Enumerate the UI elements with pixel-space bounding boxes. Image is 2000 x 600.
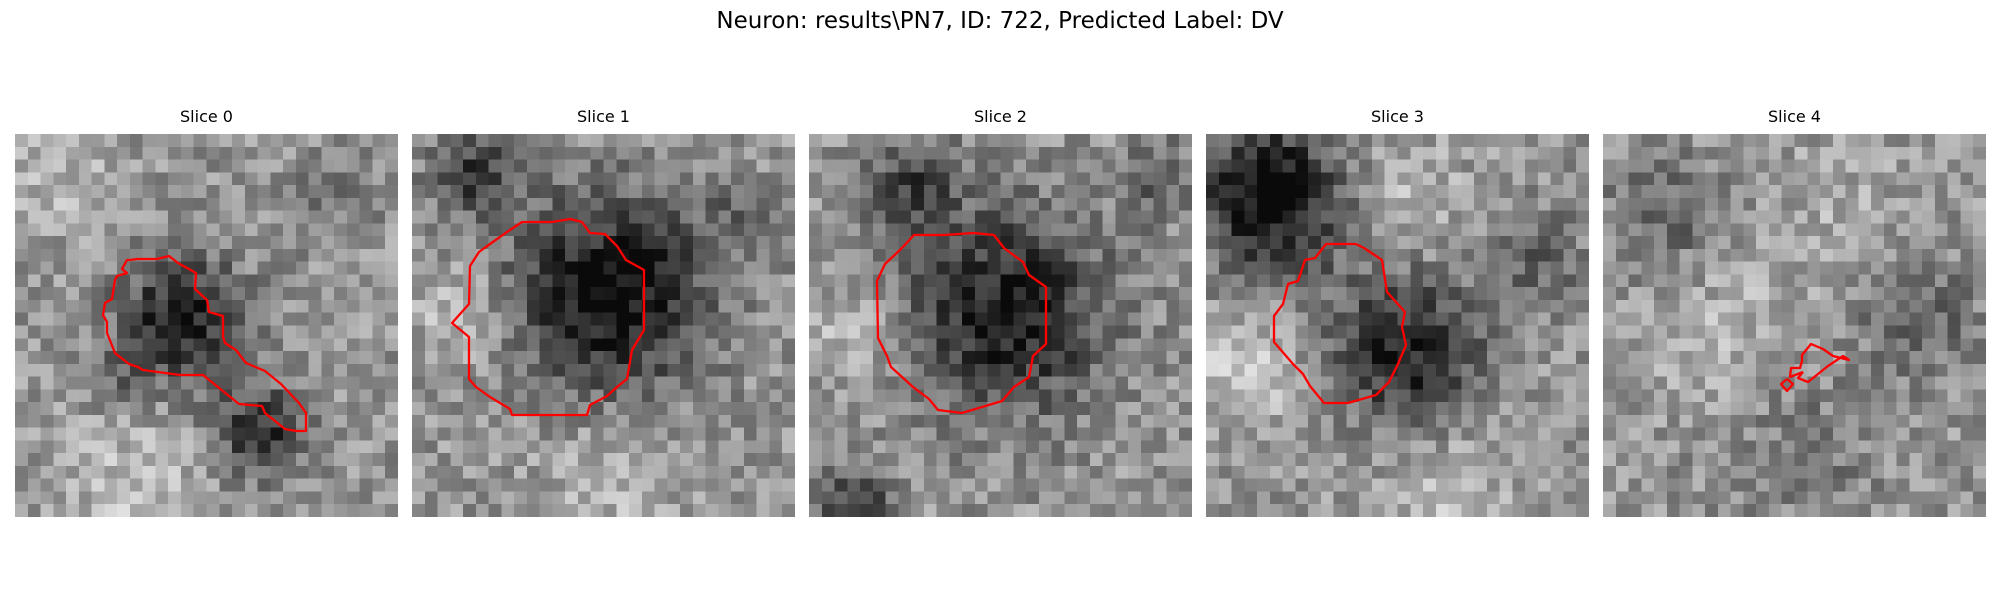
slice-panel-2: Slice 2	[809, 108, 1192, 517]
slice-panel-0: Slice 0	[15, 108, 398, 517]
slice-image-1	[412, 134, 795, 517]
slice-panel-3: Slice 3	[1206, 108, 1589, 517]
slice-panel-1: Slice 1	[412, 108, 795, 517]
slice-image-2	[809, 134, 1192, 517]
microscopy-image	[1603, 134, 1986, 517]
segmentation-contour	[101, 254, 308, 433]
slice-panel-4: Slice 4	[1603, 108, 1986, 517]
segmentation-contour	[1779, 342, 1851, 393]
slice-title: Slice 2	[974, 107, 1027, 126]
slice-title: Slice 1	[577, 107, 630, 126]
contour-line	[450, 217, 646, 417]
contour-line	[101, 254, 308, 433]
contour-line	[875, 231, 1048, 415]
contour-line	[1788, 342, 1851, 384]
slice-title: Slice 4	[1768, 107, 1821, 126]
microscopy-image	[809, 134, 1192, 517]
figure-title: Neuron: results\PN7, ID: 722, Predicted …	[716, 8, 1284, 34]
segmentation-contour	[1272, 242, 1408, 405]
slice-title: Slice 3	[1371, 107, 1424, 126]
contour-line	[1779, 378, 1795, 393]
segmentation-contour	[450, 217, 646, 417]
slice-image-4	[1603, 134, 1986, 517]
microscopy-image	[1206, 134, 1589, 517]
microscopy-image	[412, 134, 795, 517]
microscopy-image	[15, 134, 398, 517]
contour-line	[1272, 242, 1408, 405]
segmentation-contour	[875, 231, 1048, 415]
slice-title: Slice 0	[180, 107, 233, 126]
slice-image-0	[15, 134, 398, 517]
slice-image-3	[1206, 134, 1589, 517]
